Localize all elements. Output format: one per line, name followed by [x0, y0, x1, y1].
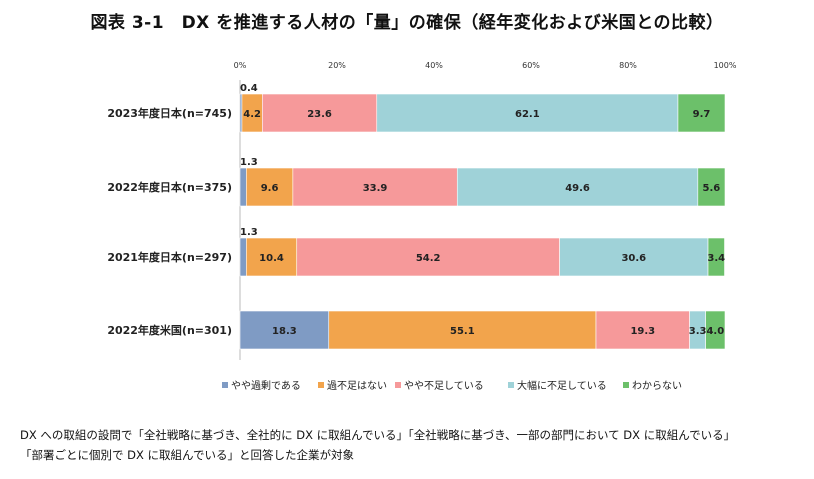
- data-label: 5.6: [703, 183, 721, 194]
- data-label: 18.3: [272, 326, 297, 337]
- bar-segment: [262, 93, 378, 133]
- legend-swatch: [508, 382, 514, 388]
- x-tick-label: 80%: [619, 61, 637, 70]
- data-label: 1.3: [240, 157, 258, 168]
- legend-swatch: [222, 382, 228, 388]
- bar-segment: [705, 310, 726, 350]
- chart-title: 図表 3-1 DX を推進する人材の「量」の確保（経年変化および米国との比較）: [90, 13, 724, 33]
- data-label: 49.6: [565, 183, 590, 194]
- x-tick-label: 40%: [425, 61, 443, 70]
- legend-swatch: [395, 382, 401, 388]
- bar-segment: [239, 167, 247, 207]
- plot-area: [239, 93, 726, 350]
- data-label: 3.4: [707, 253, 725, 264]
- bar-segment: [376, 93, 679, 133]
- category-label: 2021年度日本(n=297): [107, 250, 232, 264]
- x-tick-label: 60%: [522, 61, 540, 70]
- bar-segment: [239, 237, 247, 277]
- category-label: 2022年度米国(n=301): [107, 323, 232, 337]
- data-label: 23.6: [307, 109, 332, 120]
- data-label: 19.3: [630, 326, 655, 337]
- stacked-bar-chart: 0% 20% 40% 60% 80% 100% 2023年度日本(n=745) 2022年度…: [107, 61, 737, 392]
- data-label: 3.3: [689, 326, 707, 337]
- bar-segment: [246, 167, 294, 207]
- legend-label: 過不足はない: [327, 380, 387, 392]
- bar-segment: [296, 237, 560, 277]
- data-label: 0.4: [240, 83, 258, 94]
- bar-segment: [239, 310, 330, 350]
- category-label: 2022年度日本(n=375): [107, 180, 232, 194]
- data-label: 4.0: [706, 326, 724, 337]
- data-label: 9.7: [693, 109, 711, 120]
- bar-segment: [456, 167, 699, 207]
- data-label: 55.1: [450, 326, 475, 337]
- data-label: 33.9: [363, 183, 388, 194]
- legend-label: わからない: [632, 380, 682, 392]
- x-tick-label: 100%: [714, 61, 737, 70]
- legend-label: やや過剰である: [231, 380, 301, 392]
- bar-segment: [559, 237, 709, 277]
- footnote-line-1: DX への取組の設問で「全社戦略に基づき、全社的に DX に取組んでいる」「全社…: [20, 428, 736, 442]
- data-label: 9.6: [261, 183, 279, 194]
- bar-segment: [697, 167, 726, 207]
- legend-label: 大幅に不足している: [517, 379, 607, 392]
- data-label: 10.4: [259, 253, 284, 264]
- footnote-line-2: 「部署ごとに個別で DX に取組んでいる」と回答した企業が対象: [20, 448, 354, 462]
- bar-segment: [595, 310, 690, 350]
- legend-swatch: [318, 382, 324, 388]
- data-label: 4.2: [243, 109, 261, 120]
- data-label: 1.3: [240, 227, 258, 238]
- bar-segment: [292, 167, 458, 207]
- legend-swatch: [623, 382, 629, 388]
- bar-segment: [246, 237, 298, 277]
- category-label: 2023年度日本(n=745): [107, 106, 232, 120]
- data-label: 62.1: [515, 109, 540, 120]
- data-labels: 0.4 4.2 23.6 62.1 9.7 1.3 9.6 33.9 49.6 5.6 1.3 10.…: [240, 83, 725, 337]
- data-label: 30.6: [621, 253, 646, 264]
- bar-segment: [677, 93, 726, 133]
- x-tick-label: 20%: [328, 61, 346, 70]
- data-label: 54.2: [416, 253, 441, 264]
- category-axis: 2023年度日本(n=745) 2022年度日本(n=375) 2021年度日本(n…: [107, 106, 232, 337]
- bar-segment: [707, 237, 725, 277]
- legend: やや過剰である 過不足はない やや不足している 大幅に不足している わからない: [222, 379, 682, 392]
- bar-segment: [328, 310, 597, 350]
- x-tick-label: 0%: [234, 61, 247, 70]
- legend-label: やや不足している: [404, 380, 484, 392]
